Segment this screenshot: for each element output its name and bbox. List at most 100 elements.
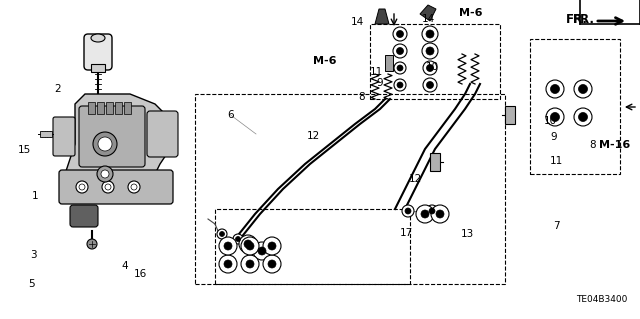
Text: 14: 14 [422, 14, 435, 24]
Bar [124, 102, 131, 114]
Circle shape [219, 255, 237, 273]
Text: 13: 13 [461, 229, 474, 240]
Circle shape [241, 255, 259, 273]
Circle shape [422, 43, 438, 59]
FancyBboxPatch shape [147, 111, 178, 157]
FancyBboxPatch shape [79, 106, 145, 167]
Polygon shape [375, 9, 389, 24]
FancyBboxPatch shape [53, 117, 75, 156]
Text: FR.: FR. [566, 13, 588, 26]
Bar [370, 24, 500, 99]
Text: 5: 5 [29, 279, 35, 289]
Text: M-16: M-16 [599, 140, 630, 150]
Text: 4: 4 [122, 261, 128, 271]
Bar [97, 102, 104, 114]
Text: 1: 1 [32, 191, 38, 201]
Circle shape [102, 181, 114, 193]
FancyBboxPatch shape [84, 34, 112, 70]
Bar [385, 55, 393, 71]
Text: 16: 16 [134, 269, 147, 279]
Bar [215, 209, 410, 284]
Circle shape [101, 170, 109, 178]
Circle shape [394, 79, 406, 91]
Text: 6: 6 [227, 110, 234, 120]
Circle shape [394, 62, 406, 74]
Circle shape [236, 236, 241, 241]
Polygon shape [65, 94, 170, 199]
Text: 11: 11 [550, 156, 563, 166]
Circle shape [76, 181, 88, 193]
Circle shape [421, 210, 429, 218]
Circle shape [128, 181, 140, 193]
Circle shape [263, 255, 281, 273]
FancyBboxPatch shape [70, 205, 98, 227]
Circle shape [397, 82, 403, 88]
Circle shape [546, 108, 564, 126]
Circle shape [426, 47, 434, 55]
Circle shape [258, 247, 266, 255]
Bar [430, 153, 440, 171]
Text: 12: 12 [307, 130, 320, 141]
Circle shape [246, 242, 254, 250]
Circle shape [79, 184, 85, 190]
Bar [88, 102, 95, 114]
FancyArrowPatch shape [598, 18, 622, 24]
Circle shape [246, 260, 254, 268]
Text: M-6: M-6 [459, 8, 482, 18]
Bar [530, 39, 620, 174]
Text: 7: 7 [554, 221, 560, 232]
Circle shape [550, 85, 559, 93]
Circle shape [97, 166, 113, 182]
Bar [106, 102, 113, 114]
Circle shape [105, 184, 111, 190]
Circle shape [224, 242, 232, 250]
Circle shape [268, 260, 276, 268]
Circle shape [98, 137, 112, 151]
Circle shape [268, 242, 276, 250]
Text: 10: 10 [426, 62, 439, 72]
Circle shape [220, 232, 225, 236]
Circle shape [217, 229, 227, 239]
Text: 12: 12 [409, 174, 422, 184]
Text: M-6: M-6 [314, 56, 337, 66]
Bar [195, 94, 505, 284]
Circle shape [219, 237, 237, 255]
Circle shape [402, 205, 414, 217]
Circle shape [393, 27, 407, 41]
Text: 17: 17 [399, 228, 413, 238]
Text: 8: 8 [589, 140, 595, 150]
Circle shape [397, 48, 403, 55]
Circle shape [574, 108, 592, 126]
Circle shape [397, 65, 403, 71]
Circle shape [574, 80, 592, 98]
Text: 11: 11 [369, 67, 383, 77]
Polygon shape [420, 5, 436, 21]
FancyBboxPatch shape [59, 170, 173, 204]
Circle shape [224, 260, 232, 268]
Circle shape [87, 239, 97, 249]
Circle shape [233, 234, 243, 244]
Circle shape [550, 113, 559, 122]
Text: 9: 9 [550, 132, 557, 142]
Text: 2: 2 [54, 84, 61, 94]
Circle shape [426, 205, 438, 217]
Circle shape [405, 208, 411, 214]
Circle shape [429, 208, 435, 214]
Text: 9: 9 [376, 78, 383, 88]
Text: 8: 8 [358, 92, 365, 102]
Circle shape [579, 113, 588, 122]
Text: 15: 15 [17, 145, 31, 155]
Circle shape [579, 85, 588, 93]
Circle shape [397, 31, 403, 38]
Circle shape [239, 235, 257, 253]
Circle shape [393, 44, 407, 58]
Text: 14: 14 [351, 17, 364, 27]
Circle shape [263, 237, 281, 255]
Circle shape [423, 78, 437, 92]
Text: FR.: FR. [573, 13, 595, 26]
Circle shape [423, 61, 437, 75]
Circle shape [244, 240, 252, 248]
Circle shape [426, 64, 433, 71]
Text: TE04B3400: TE04B3400 [576, 295, 627, 304]
Circle shape [253, 242, 271, 260]
